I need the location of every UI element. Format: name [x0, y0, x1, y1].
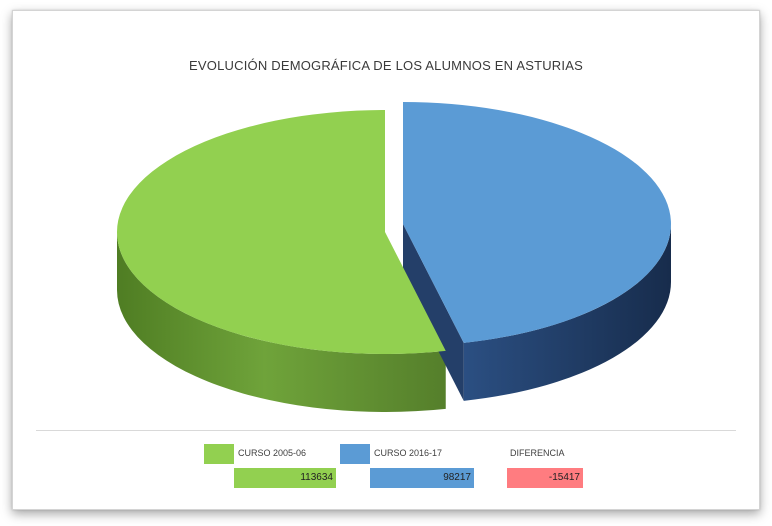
legend-label-curso-2005-06: CURSO 2005-06 [238, 448, 307, 458]
pie-side-curso-2016-17 [463, 224, 671, 401]
legend-swatch-curso-2005-06 [204, 444, 234, 464]
pie-side-curso-2005-06 [117, 232, 446, 412]
pie-cut-face-curso-2016-17 [403, 224, 464, 401]
chart-title: EVOLUCIÓN DEMOGRÁFICA DE LOS ALUMNOS EN … [189, 58, 583, 73]
legend-divider [36, 430, 736, 431]
pie-slice-curso-2005-06 [116, 109, 446, 355]
legend-label-diferencia: DIFERENCIA [510, 448, 565, 458]
legend-label-curso-2016-17: CURSO 2016-17 [374, 448, 443, 458]
legend-value-diferencia: -15417 [507, 468, 583, 488]
pie-slice-curso-2016-17 [403, 102, 671, 343]
legend-swatch-curso-2016-17 [340, 444, 370, 464]
legend-value-curso-2016-17: 98217 [370, 468, 474, 488]
legend-value-curso-2005-06: 113634 [234, 468, 336, 488]
